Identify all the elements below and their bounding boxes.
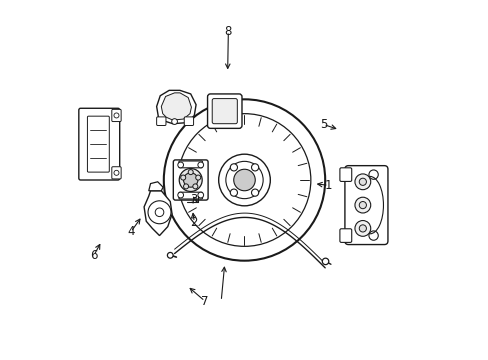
Circle shape: [183, 184, 188, 189]
Circle shape: [230, 189, 237, 196]
Circle shape: [114, 170, 119, 175]
Circle shape: [163, 99, 325, 261]
FancyBboxPatch shape: [87, 116, 109, 172]
Text: 1: 1: [325, 179, 332, 192]
FancyBboxPatch shape: [179, 192, 202, 199]
Polygon shape: [144, 191, 172, 235]
FancyBboxPatch shape: [184, 117, 193, 126]
Text: 2: 2: [190, 216, 198, 229]
Circle shape: [368, 170, 378, 179]
FancyBboxPatch shape: [179, 161, 202, 168]
Circle shape: [114, 113, 119, 118]
FancyBboxPatch shape: [212, 99, 237, 124]
Circle shape: [251, 164, 258, 171]
Circle shape: [179, 168, 202, 192]
Text: 8: 8: [224, 25, 232, 38]
Circle shape: [218, 154, 270, 206]
Circle shape: [183, 173, 198, 187]
Circle shape: [233, 169, 255, 191]
Circle shape: [368, 231, 378, 240]
FancyBboxPatch shape: [339, 229, 351, 242]
Text: 3: 3: [190, 193, 198, 206]
FancyBboxPatch shape: [112, 109, 121, 122]
FancyBboxPatch shape: [207, 94, 242, 129]
FancyBboxPatch shape: [344, 166, 387, 244]
Circle shape: [155, 208, 163, 217]
FancyBboxPatch shape: [339, 168, 351, 181]
Polygon shape: [148, 182, 163, 191]
Circle shape: [167, 252, 173, 258]
Circle shape: [322, 258, 328, 265]
FancyBboxPatch shape: [156, 117, 165, 126]
Polygon shape: [161, 93, 191, 120]
Circle shape: [195, 175, 200, 180]
Circle shape: [354, 197, 370, 213]
Circle shape: [230, 164, 237, 171]
Circle shape: [359, 202, 366, 209]
Circle shape: [359, 178, 366, 185]
Circle shape: [171, 119, 177, 125]
Text: 5: 5: [319, 118, 326, 131]
Circle shape: [354, 221, 370, 236]
FancyBboxPatch shape: [112, 167, 121, 179]
Polygon shape: [156, 90, 196, 124]
Circle shape: [198, 192, 203, 198]
Circle shape: [354, 174, 370, 190]
Circle shape: [251, 189, 258, 196]
Circle shape: [188, 170, 193, 175]
Circle shape: [359, 225, 366, 232]
Circle shape: [181, 175, 185, 180]
Circle shape: [178, 192, 183, 198]
FancyBboxPatch shape: [79, 108, 120, 180]
FancyBboxPatch shape: [173, 160, 208, 200]
Circle shape: [148, 201, 171, 224]
Circle shape: [178, 162, 183, 168]
Circle shape: [192, 184, 198, 189]
Text: 4: 4: [127, 225, 134, 238]
Circle shape: [198, 162, 203, 168]
Text: 7: 7: [201, 295, 208, 308]
Text: 6: 6: [90, 249, 98, 262]
